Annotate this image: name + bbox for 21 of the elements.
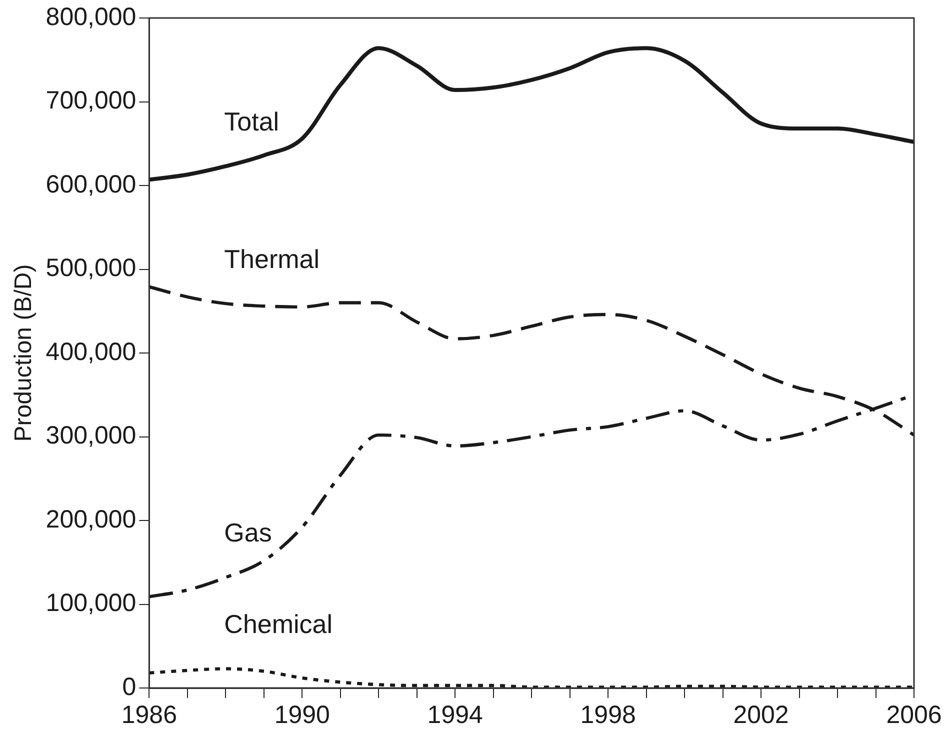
y-tick-label: 300,000 [46,422,136,450]
line-series [149,46,914,182]
series-label: Gas [224,518,272,548]
y-tick-label: 700,000 [46,86,136,115]
y-tick-label: 600,000 [46,170,136,198]
series-label: Thermal [224,244,320,274]
y-tick-label: 500,000 [46,254,136,282]
y-tick-label: 800,000 [46,2,136,31]
y-tick-label: 200,000 [46,505,136,534]
series-label: Total [224,106,280,136]
y-tick-label: 100,000 [46,589,136,618]
y-axis-title: Production (B/D) [10,264,38,442]
x-tick-label: 1990 [274,700,330,729]
y-tick-label: 400,000 [46,338,136,366]
x-tick-label: 1998 [580,700,636,729]
x-tick-label: 2002 [733,700,789,729]
x-tick-label: 1986 [121,700,177,729]
x-tick-label: 2006 [886,700,942,729]
series-label: Chemical [224,608,333,639]
y-tick-label: 0 [122,672,136,701]
x-tick-label: 1994 [427,700,483,729]
